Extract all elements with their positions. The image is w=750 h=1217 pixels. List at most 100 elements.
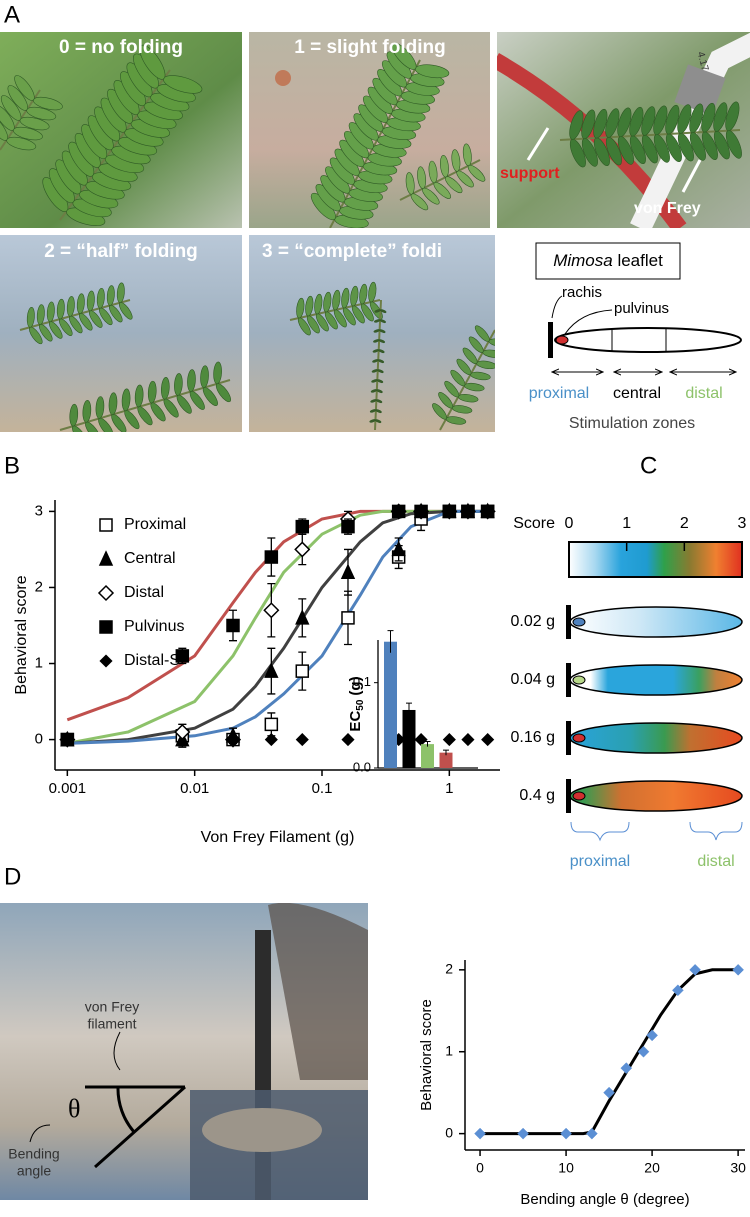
y-tick-label: 0.1 [353, 674, 371, 689]
y-tick-label: 0.0 [353, 759, 371, 774]
y-tick-label: 0 [445, 1124, 453, 1140]
leaf-rachis [559, 129, 741, 141]
x-tick-label: 0 [476, 1160, 484, 1176]
x-axis-title: Bending angle θ (degree) [520, 1191, 689, 1208]
leaflet [569, 664, 743, 696]
photo [497, 32, 750, 228]
holder-ring [674, 64, 726, 116]
legend-label: Central [124, 550, 176, 567]
photo-caption: 0 = no folding [59, 37, 183, 58]
leaf-rachis [399, 159, 481, 201]
leaflet-shape [629, 106, 644, 137]
leaflet-shape [76, 293, 85, 314]
leaflet-shape [376, 379, 384, 383]
leaflet-shape [26, 307, 35, 328]
leaflet-shape [160, 376, 170, 400]
leaflet-shape [380, 309, 387, 313]
marker [391, 504, 406, 519]
x-tick-label: 10 [558, 1160, 574, 1176]
legend-marker [98, 550, 114, 566]
marker [341, 519, 355, 534]
leaflet-shape [377, 369, 384, 373]
marker [586, 1127, 598, 1140]
colorbar-tick-label: 1 [622, 515, 631, 532]
rachis-bar [566, 663, 571, 697]
bar [439, 752, 453, 768]
photo-label: angle [17, 1163, 51, 1179]
photo-bg [249, 235, 495, 432]
zone-label: proximal [570, 853, 630, 870]
y-axis-title-sub: 50 [355, 699, 366, 711]
x-tick-label: 0.1 [312, 780, 333, 797]
leaflet-shape [147, 380, 157, 404]
leaflet-shape [376, 389, 383, 393]
leaflet-shape [641, 106, 656, 136]
marker [294, 541, 311, 558]
photo-label: von Frey [85, 999, 139, 1015]
photo [0, 903, 368, 1200]
photo [0, 32, 242, 228]
marker [340, 563, 356, 580]
leaflet-shape [378, 339, 386, 343]
pointer [526, 127, 550, 161]
leaflet-shape [569, 110, 584, 140]
marker [175, 649, 190, 663]
photo-caption: 2 = “half” folding [44, 241, 198, 262]
bud [275, 70, 291, 86]
leaflet-shape [69, 403, 79, 427]
marker [637, 1045, 650, 1058]
screw [202, 1108, 322, 1152]
y-tick-label: 0 [35, 731, 43, 748]
photo-label: support [500, 165, 560, 182]
leaflet-group [566, 605, 743, 813]
diagram-title-box [535, 242, 681, 280]
marker [689, 963, 701, 976]
marker [603, 1086, 615, 1099]
legend-marker [97, 584, 115, 602]
leaflet [569, 722, 743, 754]
leaflet-shape [713, 102, 728, 132]
photo-caption: 3 = “complete” foldi [262, 241, 442, 262]
legend-label: Distal-S [124, 652, 180, 669]
leaflet-shape [139, 44, 166, 80]
y-tick-label: 1 [445, 1042, 453, 1058]
leaflet-shape [46, 301, 55, 323]
leaflet-label: 0.04 g [511, 671, 555, 688]
filament-holder [630, 32, 750, 228]
leaflet-shape [581, 109, 596, 140]
pointer [551, 295, 563, 319]
photo-bg [0, 235, 242, 432]
leaflet-shape [86, 290, 95, 312]
diagram-title-rest: leaflet [617, 251, 663, 270]
leaflet-shape [665, 104, 680, 135]
leaflet-shape [7, 85, 28, 111]
bracket [689, 821, 743, 841]
leaflet-shape [108, 392, 118, 415]
fit-curve [66, 509, 488, 722]
colorbar [568, 541, 743, 578]
marker [341, 733, 355, 747]
panel-label: D [4, 863, 21, 890]
marker [474, 1127, 486, 1140]
leaf-rachis [59, 379, 231, 431]
marker [646, 1029, 658, 1042]
colorbar-tick-label: 3 [738, 515, 747, 532]
marker [295, 664, 310, 678]
leaflet-shape [376, 399, 383, 403]
leaflet-shape [391, 42, 417, 70]
rachis-label: rachis [562, 284, 602, 301]
zone-label: distal [685, 385, 722, 402]
leaflet-shape [0, 105, 15, 131]
photo [249, 32, 490, 228]
shadow [268, 903, 368, 1080]
rachis-bar [566, 721, 571, 755]
marker [461, 504, 475, 519]
rachis-bar [548, 322, 553, 358]
angle-arc [116, 1086, 136, 1133]
leaflet-shape [56, 298, 65, 320]
leaflet-shape [200, 365, 209, 388]
marker [264, 717, 279, 732]
error-bar [443, 749, 449, 756]
leaflet [569, 606, 743, 638]
leaflet-shape [213, 361, 222, 385]
